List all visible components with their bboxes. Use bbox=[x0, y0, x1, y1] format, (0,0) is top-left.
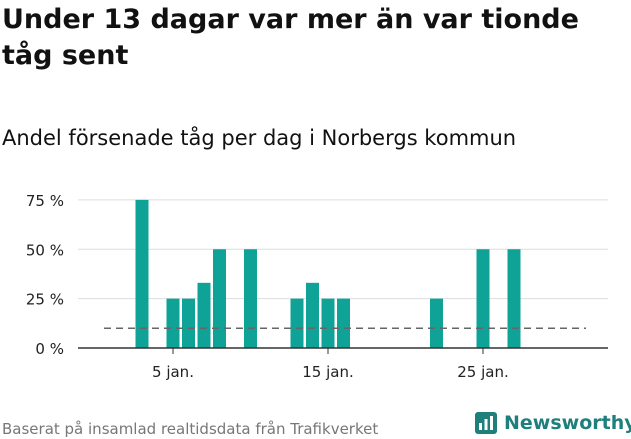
x-tick-label: 25 jan. bbox=[457, 363, 509, 381]
brand-name: Newsworthy bbox=[504, 412, 631, 434]
y-tick-label: 0 % bbox=[35, 340, 64, 358]
bar bbox=[182, 298, 195, 348]
bar bbox=[244, 249, 257, 348]
x-axis-ticks: 5 jan. 15 jan. 25 jan. bbox=[152, 348, 509, 381]
bar bbox=[197, 282, 211, 348]
bar bbox=[135, 199, 149, 348]
x-tick-label: 5 jan. bbox=[152, 363, 194, 381]
newsworthy-icon bbox=[475, 412, 497, 434]
chart-title: Under 13 dagar var mer än var tionde tåg… bbox=[2, 4, 579, 71]
bar bbox=[213, 249, 226, 348]
y-tick-label: 50 % bbox=[26, 241, 64, 259]
bar bbox=[337, 298, 350, 348]
x-tick-label: 15 jan. bbox=[302, 363, 354, 381]
bar bbox=[507, 249, 521, 348]
bars bbox=[135, 199, 521, 348]
bar bbox=[321, 298, 335, 348]
bar bbox=[290, 298, 304, 348]
grid-lines bbox=[78, 199, 608, 300]
bar bbox=[306, 282, 319, 348]
bar bbox=[476, 249, 490, 348]
y-tick-label: 75 % bbox=[26, 192, 64, 210]
brand-logo[interactable]: Newsworthy bbox=[474, 408, 631, 438]
footer-source: Baserat på insamlad realtidsdata från Tr… bbox=[2, 420, 379, 438]
chart-subtitle: Andel försenade tåg per dag i Norbergs k… bbox=[2, 126, 517, 150]
y-axis-ticks: 0 % 25 % 50 % 75 % bbox=[26, 192, 64, 358]
bar bbox=[166, 298, 180, 348]
bar bbox=[430, 298, 443, 348]
y-tick-label: 25 % bbox=[26, 291, 64, 309]
